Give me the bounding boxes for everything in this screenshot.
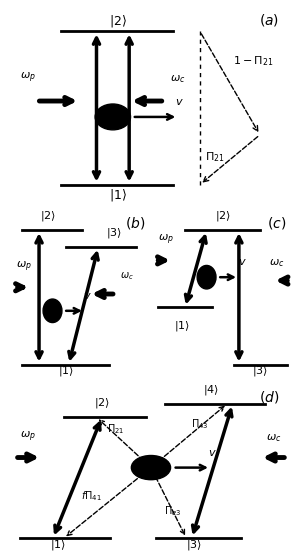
- Text: $\Pi_{21}$: $\Pi_{21}$: [107, 422, 124, 436]
- Text: $\Pi_{43}$: $\Pi_{43}$: [191, 417, 209, 431]
- Text: $|1\rangle$: $|1\rangle$: [58, 364, 74, 378]
- Text: $v$: $v$: [238, 257, 246, 267]
- Text: $|3\rangle$: $|3\rangle$: [106, 226, 123, 240]
- Text: $|3\rangle$: $|3\rangle$: [186, 538, 203, 552]
- Text: $f\Pi_{41}$: $f\Pi_{41}$: [81, 489, 102, 503]
- Text: $\omega_p$: $\omega_p$: [16, 259, 32, 274]
- Text: $\omega_p$: $\omega_p$: [20, 71, 36, 85]
- Text: $\omega_c$: $\omega_c$: [120, 270, 133, 282]
- Text: $\omega_c$: $\omega_c$: [269, 257, 285, 269]
- Text: $|2\rangle$: $|2\rangle$: [109, 12, 127, 29]
- Text: $v$: $v$: [83, 291, 92, 301]
- Text: $|2\rangle$: $|2\rangle$: [40, 209, 57, 223]
- Text: $\omega_p$: $\omega_p$: [158, 232, 174, 247]
- Text: $(a)$: $(a)$: [259, 12, 279, 27]
- Text: $|2\rangle$: $|2\rangle$: [215, 209, 231, 223]
- Text: $|1\rangle$: $|1\rangle$: [50, 538, 67, 552]
- Text: $\omega_c$: $\omega_c$: [170, 73, 186, 85]
- Text: $(b)$: $(b)$: [125, 215, 145, 231]
- Text: $\Pi_{21}$: $\Pi_{21}$: [205, 150, 225, 164]
- Text: $v$: $v$: [208, 447, 217, 458]
- Text: $\omega_c$: $\omega_c$: [266, 432, 282, 444]
- Text: $|1\rangle$: $|1\rangle$: [174, 319, 190, 333]
- Text: $(d)$: $(d)$: [258, 389, 279, 405]
- Text: $|3\rangle$: $|3\rangle$: [252, 364, 268, 378]
- Circle shape: [95, 104, 131, 130]
- Circle shape: [197, 265, 216, 289]
- Text: $1-\Pi_{21}$: $1-\Pi_{21}$: [233, 54, 273, 68]
- Circle shape: [43, 299, 62, 323]
- Text: $v$: $v$: [176, 97, 184, 107]
- Text: $(c)$: $(c)$: [267, 215, 286, 231]
- Text: $\omega_p$: $\omega_p$: [20, 430, 36, 444]
- Text: $|4\rangle$: $|4\rangle$: [203, 383, 219, 397]
- Text: $\Pi_{e3}$: $\Pi_{e3}$: [164, 505, 181, 519]
- Circle shape: [131, 455, 170, 480]
- Text: $|1\rangle$: $|1\rangle$: [109, 188, 127, 203]
- Text: $|2\rangle$: $|2\rangle$: [94, 396, 110, 410]
